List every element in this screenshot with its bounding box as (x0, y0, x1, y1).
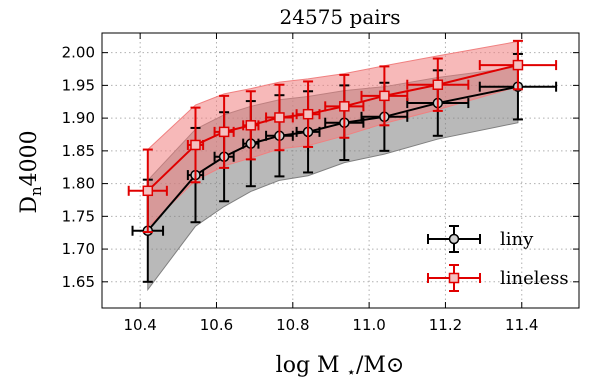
data-point-lineless (339, 101, 350, 112)
y-tick-label: 1.80 (62, 175, 95, 193)
series-layer (127, 39, 558, 283)
y-tick-label: 1.65 (62, 273, 95, 291)
x-axis-label: log M ⋆/M⊙ (276, 353, 405, 381)
series-lineless (127, 39, 558, 234)
data-point-lineless (218, 126, 230, 138)
y-tick-label: 1.75 (62, 207, 95, 225)
legend-marker-lineless (448, 272, 460, 284)
y-tick-label: 2.00 (62, 44, 95, 62)
x-tick-label: 11.0 (352, 316, 385, 334)
data-point-lineless (379, 90, 390, 102)
y-tick-label: 1.95 (62, 76, 95, 94)
x-tick-label: 10.4 (123, 316, 156, 334)
data-point-lineless (190, 139, 201, 151)
legend-entry-liny: liny (427, 225, 534, 253)
data-point-lineless (245, 120, 257, 131)
legend-label-lineless: lineless (500, 268, 569, 289)
legend-marker-liny (448, 233, 460, 245)
y-axis-label: Dn4000 (17, 130, 45, 213)
x-tick-label: 11.4 (505, 316, 538, 334)
plot-frame (101, 32, 580, 309)
y-tick-label: 1.85 (62, 142, 95, 160)
data-point-lineless (142, 185, 154, 197)
y-tick-label: 1.90 (62, 109, 95, 127)
x-tick-label: 10.6 (200, 316, 233, 334)
x-tick-label: 10.8 (276, 316, 309, 334)
ticks: 10.4 10.6 10.8 11.0 11.2 11.4 1.65 1.70 1.75 1.80… (62, 33, 579, 334)
data-point-lineless (432, 79, 444, 90)
data-point-lineless (512, 59, 524, 71)
y-tick-label: 1.70 (62, 240, 95, 258)
data-point-lineless (302, 108, 314, 120)
legend-entry-lineless: lineless (427, 264, 569, 292)
legend: liny lineless (427, 225, 569, 292)
x-tick-label: 11.2 (429, 316, 462, 334)
data-point-lineless (274, 112, 285, 123)
chart-title: 24575 pairs (280, 5, 401, 29)
legend-label-liny: liny (500, 229, 534, 250)
